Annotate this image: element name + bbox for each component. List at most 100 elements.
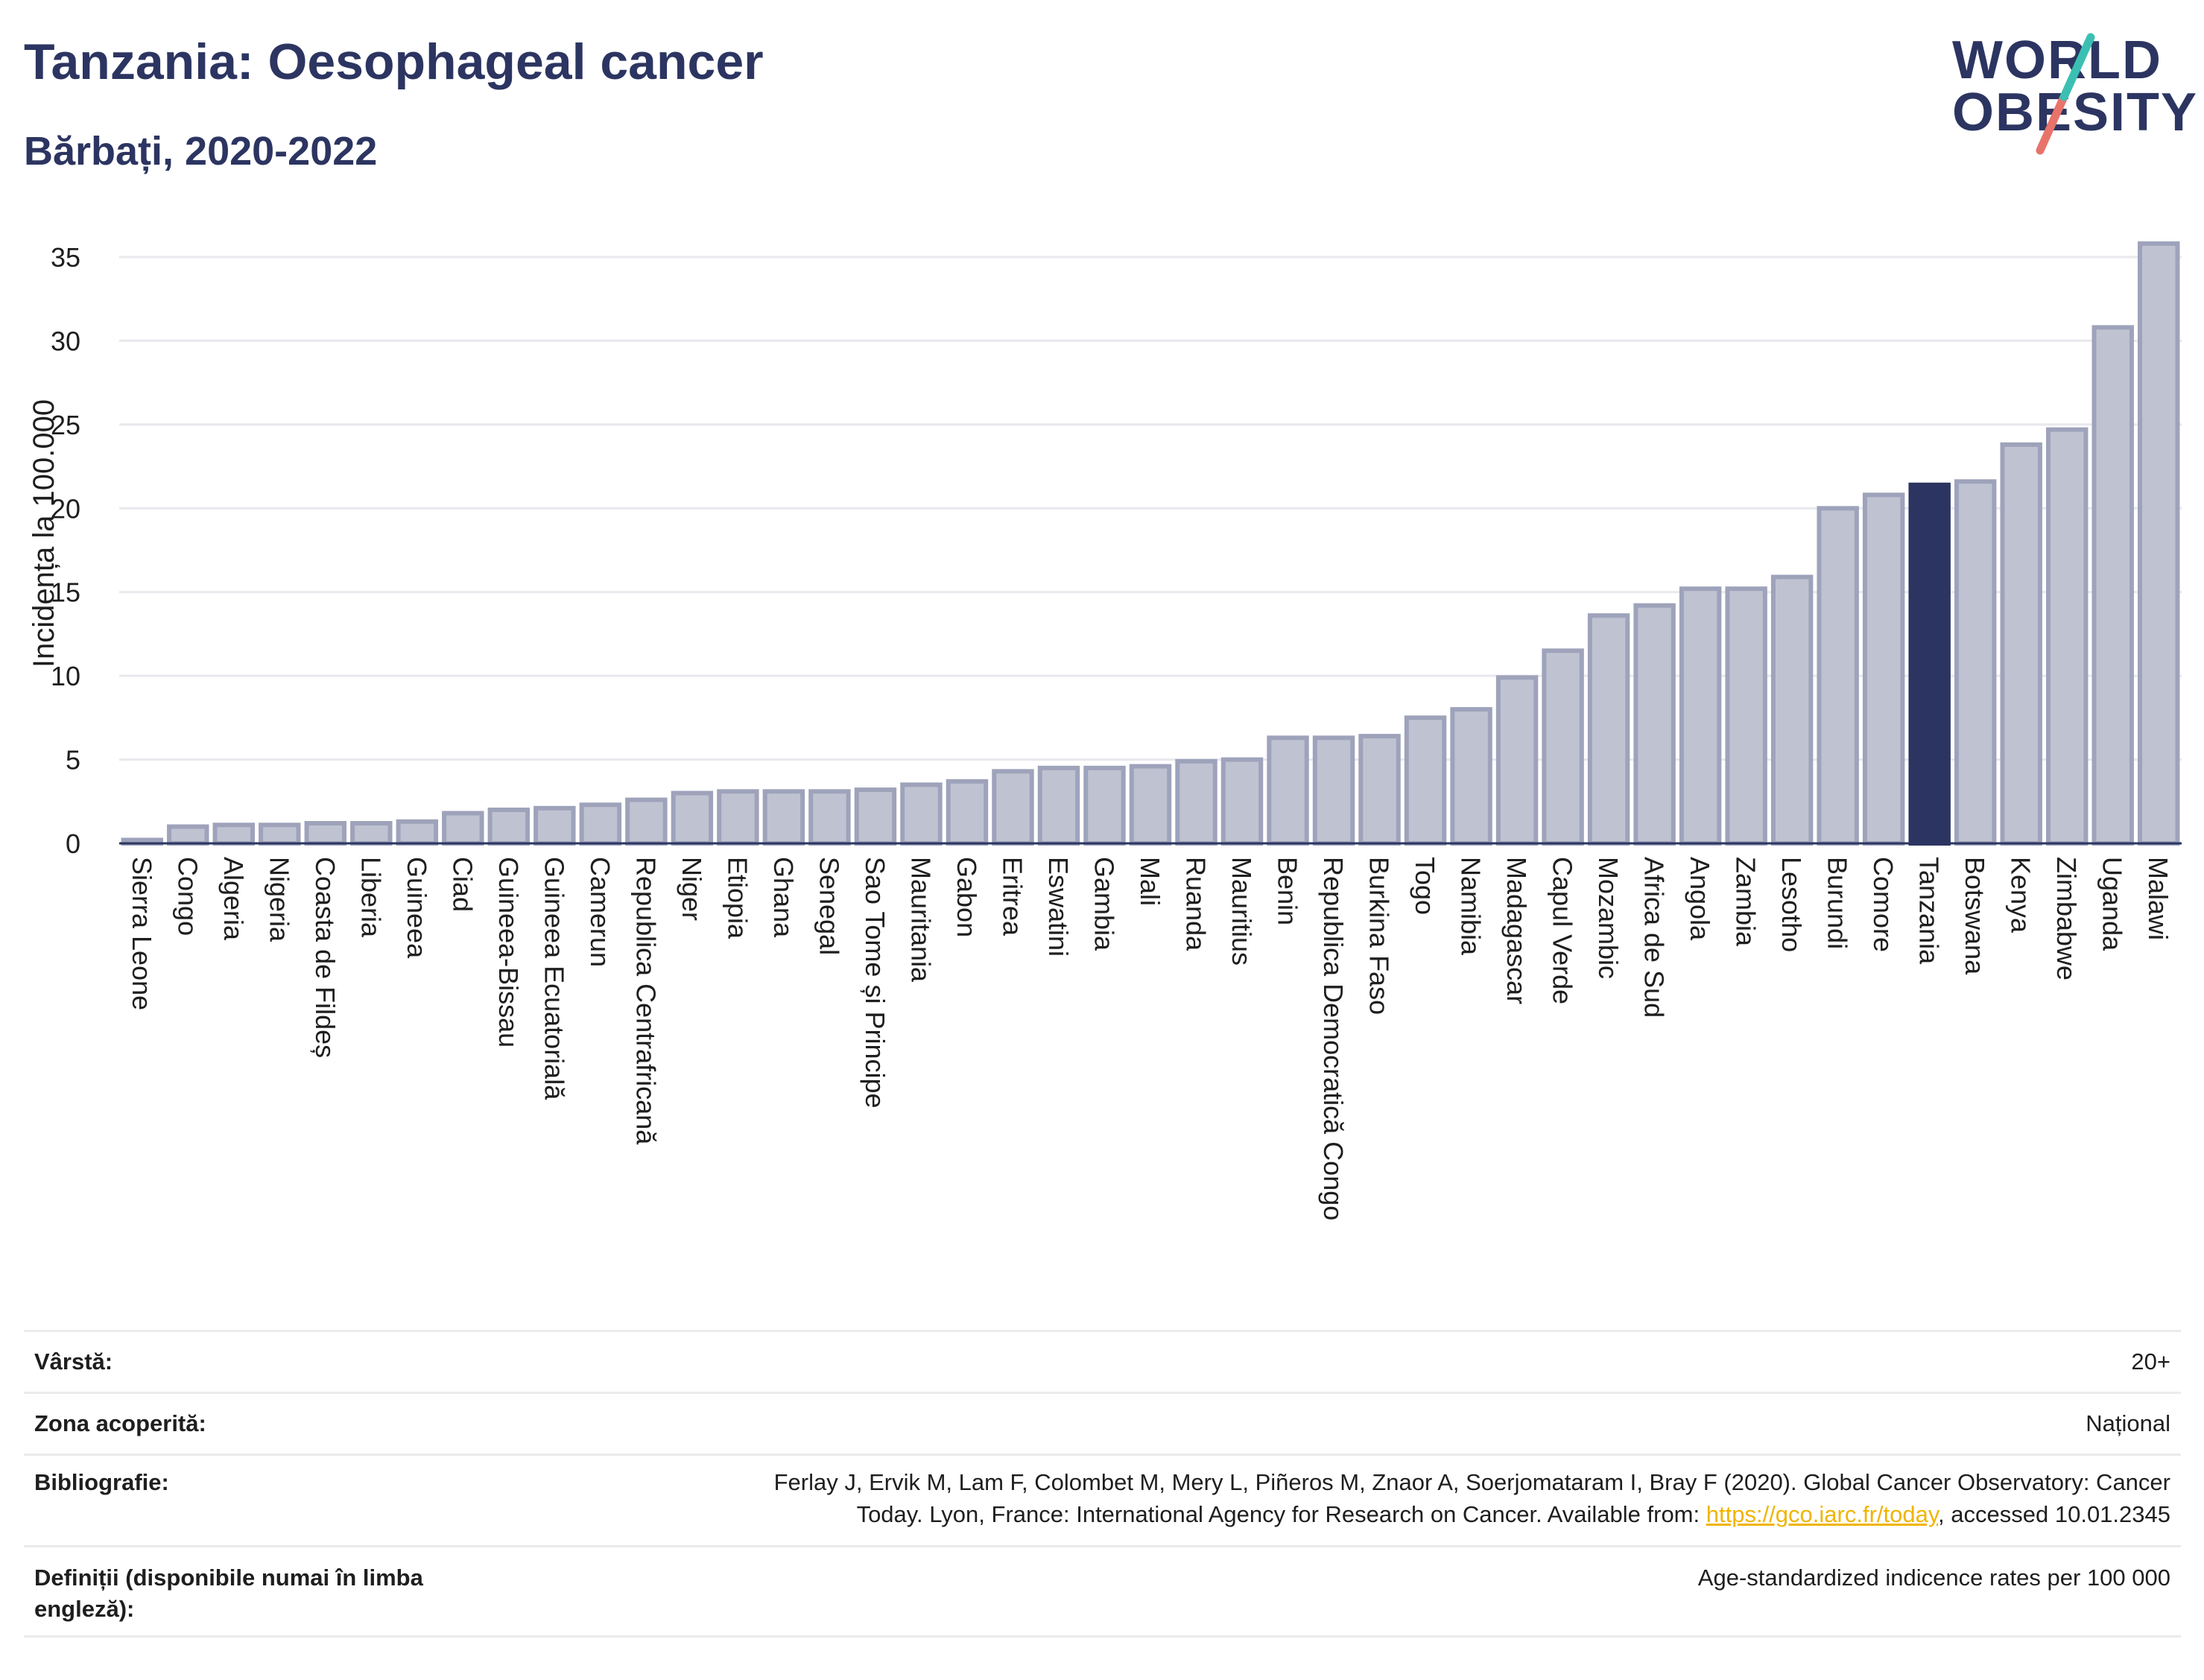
x-tick-label: Ciad: [447, 857, 478, 912]
bar: [2046, 427, 2089, 846]
x-tick-label: Comore: [1868, 857, 1899, 952]
x-tick-label: Guineea-Bissau: [493, 857, 524, 1047]
coverage-value: Național: [2086, 1410, 2170, 1436]
x-tick-label: Nigeria: [264, 857, 294, 942]
bar: [671, 790, 714, 846]
definitions-label: Definiții (disponibile numai în limba en…: [34, 1565, 423, 1622]
x-tick-label: Gambia: [1089, 857, 1119, 951]
x-tick-label: Botswana: [1960, 857, 1990, 975]
bar: [1587, 613, 1630, 846]
info-row-bibliography: Bibliografie: Ferlay J, Ervik M, Lam F, …: [24, 1454, 2181, 1545]
chart-title: Tanzania: Oesophageal cancer: [24, 34, 764, 90]
x-tick-label: Mozambic: [1593, 857, 1624, 979]
x-tick-label: Burundi: [1823, 857, 1853, 949]
bar: [1679, 586, 1722, 846]
x-tick-label: Lesotho: [1776, 857, 1807, 952]
x-tick-label: Namibia: [1456, 857, 1486, 956]
x-tick-label: Liberia: [355, 857, 386, 938]
x-tick-label: Tanzania: [1914, 857, 1945, 965]
bar: [946, 779, 989, 846]
x-tick-label: Coasta de Fildeș: [310, 857, 341, 1058]
coverage-label: Zona acoperită:: [34, 1410, 206, 1436]
y-tick-label: 20: [51, 493, 80, 524]
bar: [1358, 734, 1401, 846]
bar: [1862, 492, 1905, 846]
info-row-age: Vârstă: 20+: [24, 1330, 2181, 1392]
bar: [1725, 586, 1767, 846]
x-tick-label: Camerun: [585, 857, 615, 967]
x-tick-label: Uganda: [2097, 857, 2128, 951]
bar: [717, 789, 759, 846]
y-tick-label: 0: [66, 828, 80, 859]
x-tick-label: Etiopia: [722, 857, 753, 939]
y-tick-label: 35: [51, 242, 80, 273]
x-tick-label: Guineea: [402, 857, 432, 959]
x-tick-label: Angola: [1685, 857, 1715, 941]
bar: [762, 789, 805, 846]
bar: [1542, 648, 1584, 846]
x-tick-label: Mauritius: [1226, 857, 1257, 966]
x-tick-label: Madagascar: [1501, 857, 1532, 1004]
x-tick-label: Sao Tome și Principe: [860, 857, 890, 1109]
y-tick-label: 5: [66, 745, 80, 776]
bibliography-value: Ferlay J, Ervik M, Lam F, Colombet M, Me…: [774, 1466, 2170, 1530]
bar: [1954, 479, 1997, 846]
x-tick-label: Niger: [677, 857, 707, 921]
bar: [854, 787, 897, 846]
info-row-definitions: Definiții (disponibile numai în limba en…: [24, 1545, 2181, 1638]
bar: [2000, 442, 2042, 846]
bar: [1404, 715, 1447, 846]
bar-chart: 0 5 10 15 20 25 30 35 Incidența la 100.000 Sierra…: [28, 241, 2182, 1220]
x-tick-label: Republica Centrafricană: [630, 857, 661, 1145]
definitions-value: Age-standardized indicence rates per 100…: [1697, 1565, 2170, 1591]
x-tick-label: Benin: [1273, 857, 1303, 925]
bar: [1220, 757, 1264, 846]
bar: [1817, 506, 1859, 846]
bar: [1312, 735, 1355, 846]
bar: [487, 808, 531, 846]
chart-subtitle: Bărbați, 2020-2022: [24, 129, 378, 174]
bar: [1129, 764, 1172, 846]
x-tick-label: Mali: [1135, 857, 1165, 906]
bar: [350, 821, 393, 846]
x-tick-label: Africa de Sud: [1639, 857, 1670, 1018]
bar: [1770, 574, 1814, 846]
x-tick-label: Togo: [1410, 857, 1440, 915]
x-tick-label: Gabon: [951, 857, 982, 937]
x-tick-label: Guineea Ecuatorială: [539, 857, 569, 1100]
bar: [992, 769, 1034, 846]
bar: [1495, 675, 1539, 846]
bar: [579, 802, 622, 846]
x-tick-label: Eritrea: [997, 857, 1027, 936]
logo-text-obesity: OBESITY: [1952, 83, 2199, 142]
bar-highlighted: [1908, 482, 1951, 846]
bar: [304, 821, 347, 846]
bar: [1633, 603, 1676, 846]
age-value: 20+: [2131, 1348, 2170, 1375]
bar: [2091, 325, 2134, 846]
x-tick-label: Algeria: [218, 857, 249, 941]
info-row-coverage: Zona acoperită: Național: [24, 1392, 2181, 1454]
info-table: Vârstă: 20+ Zona acoperită: Național Bib…: [24, 1330, 2181, 1638]
bar: [442, 811, 484, 846]
bar: [1083, 765, 1126, 846]
x-tick-label: Ghana: [768, 857, 799, 938]
gco-link[interactable]: https://gco.iarc.fr/today: [1706, 1501, 1939, 1527]
x-tick-label: Eswatini: [1043, 857, 1074, 957]
bar: [167, 824, 209, 846]
x-tick-label: Republica Democratică Congo: [1318, 857, 1349, 1220]
x-tick-label: Mauritania: [905, 857, 936, 983]
x-tick-label: Sierra Leone: [127, 857, 157, 1010]
bar: [1267, 735, 1309, 846]
bar: [533, 805, 576, 846]
x-tick-label: Ruanda: [1181, 857, 1212, 951]
x-tick-label: Malawi: [2143, 857, 2173, 940]
bar: [808, 789, 851, 846]
x-tick-label: Zambia: [1731, 857, 1761, 947]
logo-slash-icon: [2036, 33, 2095, 155]
age-label: Vârstă:: [34, 1348, 113, 1375]
x-tick-label: Senegal: [814, 857, 844, 955]
y-tick-label: 10: [51, 661, 80, 691]
bar: [900, 782, 943, 846]
y-tick-label: 30: [51, 326, 80, 356]
